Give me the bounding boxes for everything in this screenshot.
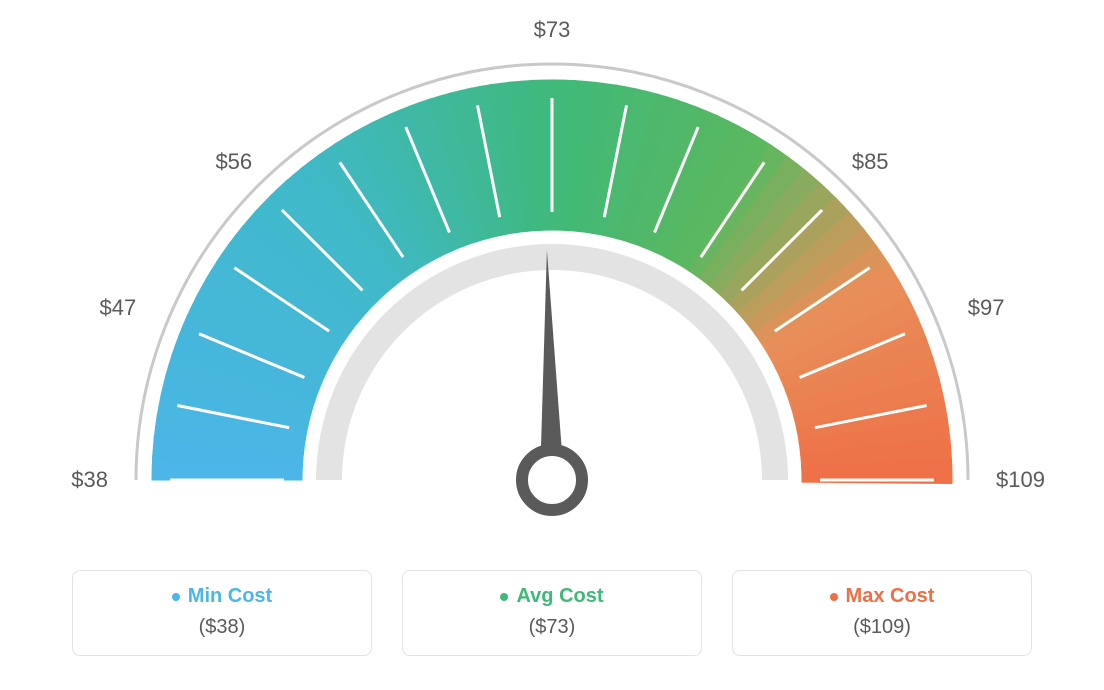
legend-card-max: Max Cost ($109) bbox=[732, 570, 1032, 656]
legend-label-row: Avg Cost bbox=[403, 585, 701, 608]
gauge-tick-label: $73 bbox=[534, 17, 571, 42]
gauge-tick-label: $85 bbox=[852, 149, 889, 174]
gauge-tick-label: $47 bbox=[100, 295, 137, 320]
legend-value: ($109) bbox=[733, 616, 1031, 639]
legend-card-avg: Avg Cost ($73) bbox=[402, 570, 702, 656]
gauge-hub bbox=[522, 450, 582, 510]
legend-label-row: Max Cost bbox=[733, 585, 1031, 608]
gauge-svg: $38 $47 $56 $73 $85 $97 $109 bbox=[0, 0, 1104, 560]
legend-card-min: Min Cost ($38) bbox=[72, 570, 372, 656]
gauge-tick-label: $97 bbox=[968, 295, 1005, 320]
legend-value: ($73) bbox=[403, 616, 701, 639]
legend-row: Min Cost ($38) Avg Cost ($73) Max Cost ($109) bbox=[0, 570, 1104, 656]
legend-label: Min Cost bbox=[188, 585, 272, 608]
legend-dot-icon bbox=[830, 593, 838, 601]
legend-label: Max Cost bbox=[846, 585, 935, 608]
legend-dot-icon bbox=[172, 593, 180, 601]
gauge-tick-label: $38 bbox=[71, 467, 108, 492]
legend-label-row: Min Cost bbox=[73, 585, 371, 608]
legend-value: ($38) bbox=[73, 616, 371, 639]
gauge-tick-label: $56 bbox=[215, 149, 252, 174]
legend-dot-icon bbox=[500, 593, 508, 601]
gauge-tick-label: $109 bbox=[996, 467, 1045, 492]
legend-label: Avg Cost bbox=[516, 585, 603, 608]
cost-gauge-chart: $38 $47 $56 $73 $85 $97 $109 bbox=[0, 0, 1104, 560]
